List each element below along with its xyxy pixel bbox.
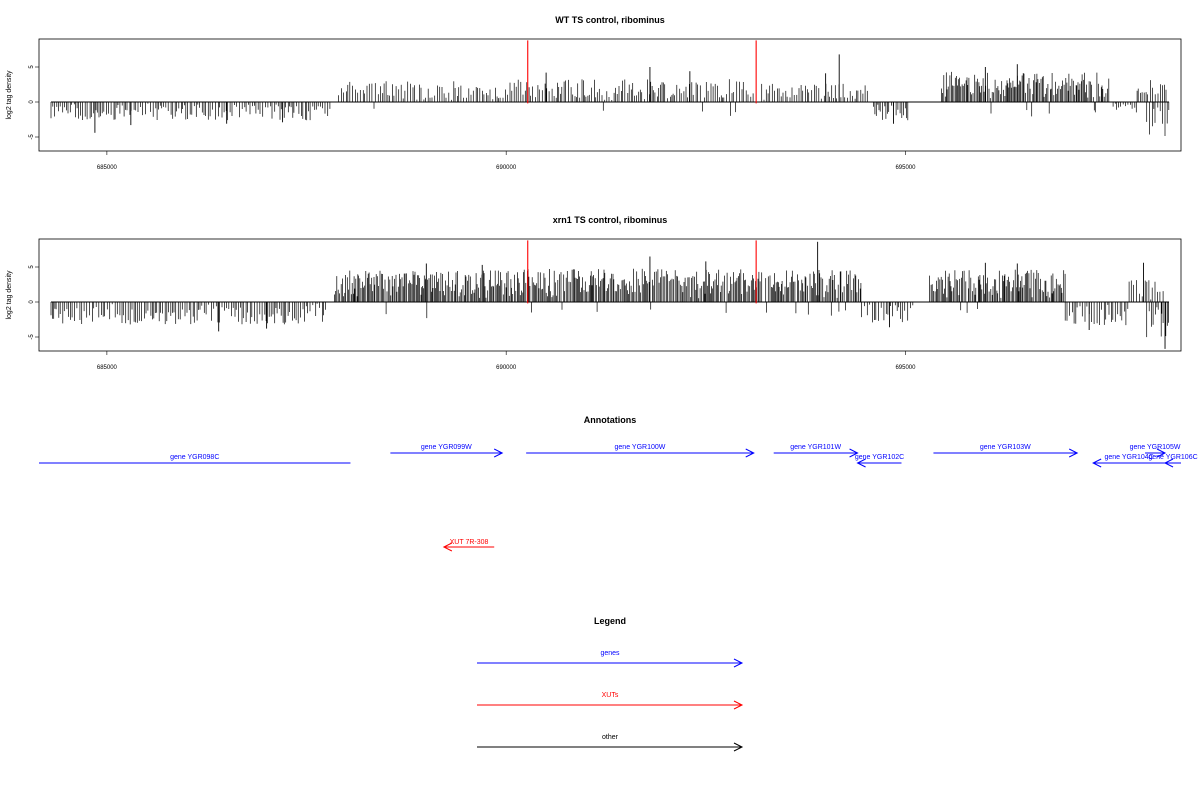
feature-label: gene YGR099W	[421, 444, 472, 451]
strand-arrow	[856, 458, 866, 468]
annotations-title: Annotations	[584, 415, 637, 425]
x-tick-label: 685000	[97, 365, 118, 371]
legend-label-xuts: XUTs	[602, 692, 619, 699]
gene-feature: gene YGR106C	[1148, 454, 1198, 468]
y-tick-label: -5	[29, 134, 35, 140]
feature-label: gene YGR106C	[1148, 454, 1197, 461]
panel-1-plot: -5 0 5 685000 690000 695000	[29, 38, 1182, 171]
gene-feature: gene YGR099W	[390, 444, 504, 458]
gene-feature: gene YGR102C	[855, 454, 904, 468]
plot-frame	[38, 38, 1182, 152]
y-tick-label: -5	[29, 334, 35, 340]
gene-feature: gene YGR104C	[1092, 454, 1166, 468]
panel-2-title: xrn1 TS control, ribominus	[553, 215, 668, 225]
panel-2-plot: -5 0 5 685000 690000 695000	[29, 238, 1182, 371]
feature-label: gene YGR101W	[790, 444, 841, 451]
legend-arrowhead	[733, 658, 744, 668]
y-tick-label: 0	[29, 300, 35, 304]
x-tick-label: 695000	[895, 165, 916, 171]
xut-feature: XUT 7R-308	[442, 539, 495, 552]
panel-2-ylabel: log2 tag density	[6, 270, 13, 320]
feature-label: XUT 7R-308	[450, 539, 489, 546]
feature-label: gene YGR102C	[855, 454, 904, 461]
legend-label-genes: genes	[600, 650, 620, 657]
gene-feature: gene YGR103W	[933, 444, 1079, 458]
y-tick-label: 5	[29, 65, 35, 69]
density-bars	[50, 241, 1169, 349]
legend-title: Legend	[594, 616, 626, 626]
strand-arrow	[1163, 458, 1174, 468]
legend-arrowhead	[733, 700, 744, 710]
x-tick-label: 690000	[496, 365, 517, 371]
legend-label-other: other	[602, 734, 619, 741]
plot-frame	[38, 238, 1182, 352]
strand-arrow	[1156, 448, 1167, 458]
x-tick-label: 685000	[97, 165, 118, 171]
feature-label: gene YGR100W	[615, 444, 666, 451]
gene-feature: gene YGR100W	[526, 444, 755, 458]
panel-1-title: WT TS control, ribominus	[555, 15, 665, 25]
strand-arrow	[849, 448, 859, 458]
feature-label: gene YGR103W	[980, 444, 1031, 451]
y-tick-label: 0	[29, 100, 35, 104]
annotation-track: gene YGR098C gene YGR099W gene YGR100W gene…	[39, 444, 1198, 552]
y-tick-label: 5	[29, 265, 35, 269]
density-bars	[50, 54, 1170, 136]
feature-label: gene YGR104C	[1104, 454, 1153, 461]
strand-arrow	[1068, 448, 1079, 458]
gene-feature: gene YGR098C	[39, 454, 351, 464]
feature-label: gene YGR105W	[1130, 444, 1181, 451]
feature-label: gene YGR098C	[170, 454, 219, 461]
legend-arrowhead	[733, 742, 744, 752]
panel-1-ylabel: log2 tag density	[6, 70, 13, 120]
gene-feature: gene YGR105W	[1130, 444, 1181, 458]
strand-arrow	[442, 542, 453, 552]
x-tick-label: 690000	[496, 165, 517, 171]
x-tick-label: 695000	[895, 365, 916, 371]
strand-arrow	[745, 448, 755, 458]
legend: genes XUTs other	[477, 650, 744, 752]
strand-arrow	[1092, 458, 1102, 468]
strand-arrow	[493, 448, 504, 458]
gene-feature: gene YGR101W	[773, 444, 859, 458]
